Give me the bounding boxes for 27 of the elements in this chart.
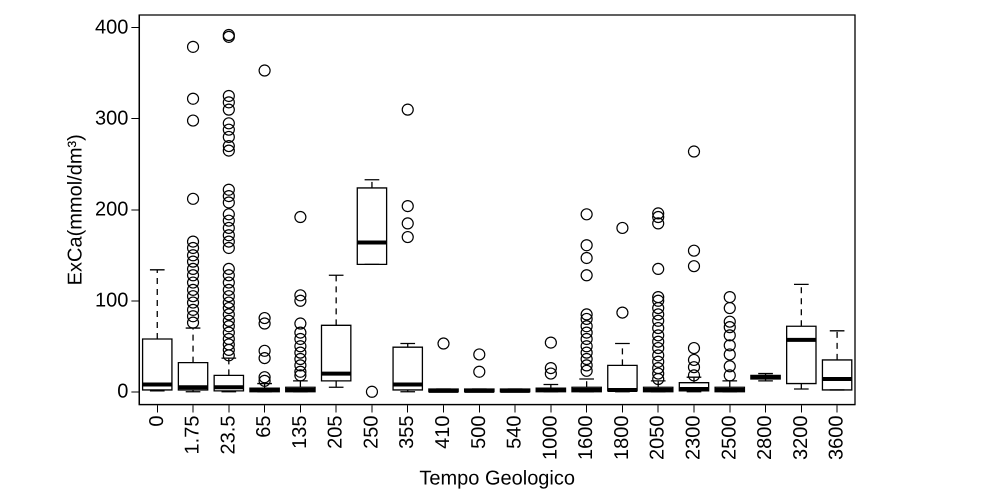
- x-tick-label: 1.75: [182, 416, 204, 454]
- y-tick-label: 100: [94, 289, 128, 312]
- x-tick-label: 2800: [754, 416, 776, 460]
- x-tick-label: 65: [253, 416, 276, 438]
- y-tick-label: 400: [94, 16, 128, 38]
- x-tick-label: 250: [360, 416, 382, 449]
- x-tick-label: 540: [504, 416, 526, 449]
- x-tick-label: 500: [468, 416, 490, 449]
- x-axis-title: Tempo Geologico: [419, 468, 576, 490]
- x-tick-label: 2500: [718, 416, 740, 460]
- x-tick-label: 3600: [826, 416, 848, 460]
- x-tick-label: 355: [396, 416, 418, 449]
- x-tick-label: 1600: [575, 416, 598, 460]
- x-tick-label: 23.5: [217, 416, 240, 454]
- y-tick-label: 200: [94, 198, 128, 220]
- x-tick-label: 2050: [646, 416, 669, 460]
- x-tick-label: 135: [288, 416, 311, 449]
- y-tick-label: 300: [94, 107, 128, 130]
- x-tick-label: 0: [146, 416, 168, 427]
- y-tick-label: 0: [117, 380, 128, 402]
- x-tick-label: 205: [324, 416, 347, 449]
- x-tick-label: 3200: [790, 416, 812, 460]
- x-tick-label: 1000: [539, 416, 562, 460]
- y-axis-title: ExCa(mmol/dm³): [64, 134, 87, 286]
- x-tick-label: 1800: [610, 416, 633, 460]
- x-tick-label: 410: [432, 416, 454, 449]
- x-tick-label: 2300: [682, 416, 704, 460]
